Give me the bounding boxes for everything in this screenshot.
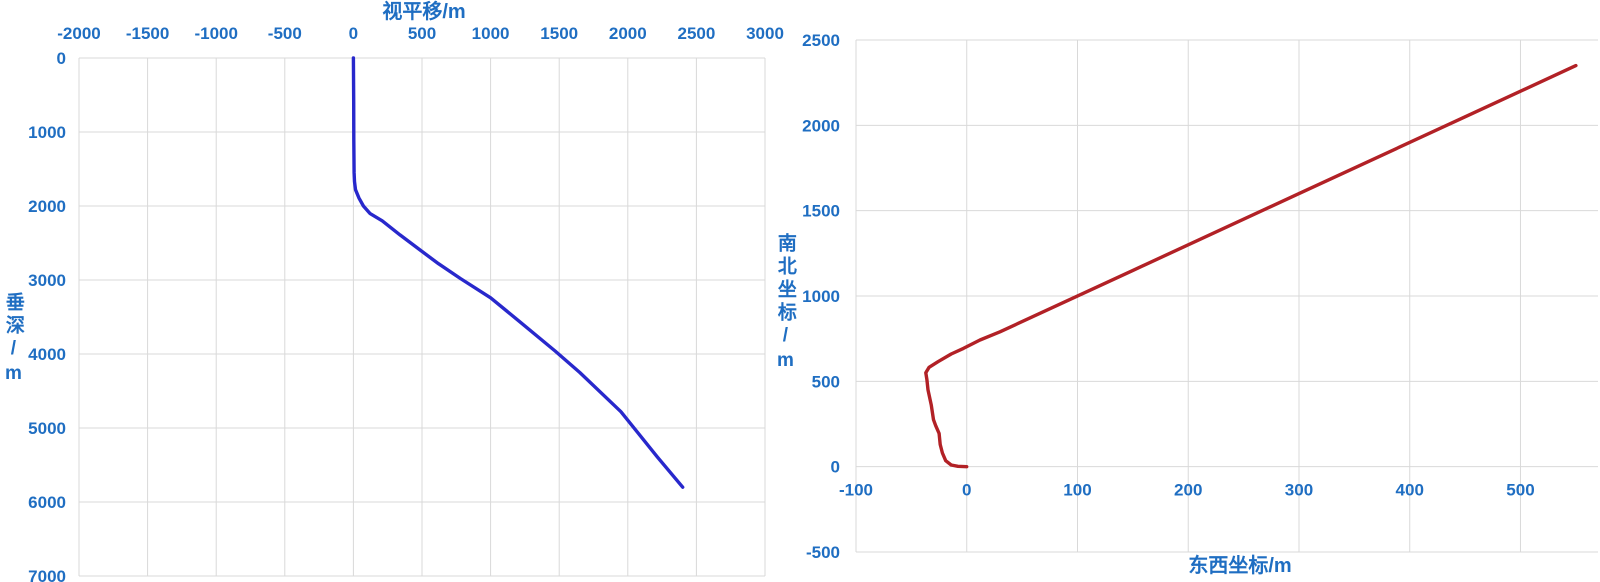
y-tick-label: 500	[812, 372, 840, 391]
x-tick-label: 0	[962, 481, 971, 500]
x-tick-label: 2000	[609, 24, 647, 43]
y-tick-label: 7000	[28, 567, 66, 582]
x-tick-label: -2000	[57, 24, 100, 43]
plan-view-series-line	[924, 63, 1578, 469]
y-tick-label: 1500	[802, 202, 840, 221]
y-tick-label: 6000	[28, 493, 66, 512]
x-tick-label: 400	[1396, 481, 1424, 500]
x-tick-label: 3000	[746, 24, 784, 43]
plan-view-y-axis-title: 南北坐标/m	[774, 233, 796, 375]
x-tick-label: -100	[839, 481, 873, 500]
vertical-section-series-line	[351, 56, 685, 489]
y-tick-label: 1000	[28, 123, 66, 142]
x-tick-label: 500	[408, 24, 436, 43]
x-tick-label: 0	[349, 24, 358, 43]
x-tick-label: 100	[1063, 481, 1091, 500]
plan-view-x-axis-title: 东西坐标/m	[1188, 555, 1292, 577]
y-tick-label: 2000	[28, 197, 66, 216]
x-tick-label: -1500	[126, 24, 169, 43]
x-tick-label: -500	[268, 24, 302, 43]
y-tick-label: 3000	[28, 271, 66, 290]
y-tick-label: -500	[806, 543, 840, 562]
plan-view-tick-labels: -100 0 100 200 300 400 500 -500 0 500 1000 1500 2000…	[802, 31, 1534, 562]
x-tick-label: 1000	[472, 24, 510, 43]
y-tick-label: 1000	[802, 287, 840, 306]
vertical-section-x-axis-title: 视平移/m	[382, 1, 466, 23]
vertical-section-y-axis-title: 垂深/m	[2, 292, 24, 388]
y-tick-label: 4000	[28, 345, 66, 364]
x-tick-label: 200	[1174, 481, 1202, 500]
plan-view-gridlines	[855, 39, 1598, 553]
x-tick-label: 1500	[540, 24, 578, 43]
y-tick-label: 2000	[802, 116, 840, 135]
vertical-section-gridlines	[78, 57, 766, 577]
x-tick-label: 500	[1506, 481, 1534, 500]
x-tick-label: 2500	[677, 24, 715, 43]
y-tick-label: 2500	[802, 31, 840, 50]
y-tick-label: 0	[57, 49, 66, 68]
y-tick-label: 5000	[28, 419, 66, 438]
x-tick-label: -1000	[194, 24, 237, 43]
x-tick-label: 300	[1285, 481, 1313, 500]
vertical-section-tick-labels: -2000 -1500 -1000 -500 0 500 1000 1500 2000 2500 3…	[28, 24, 784, 582]
y-tick-label: 0	[831, 458, 840, 477]
